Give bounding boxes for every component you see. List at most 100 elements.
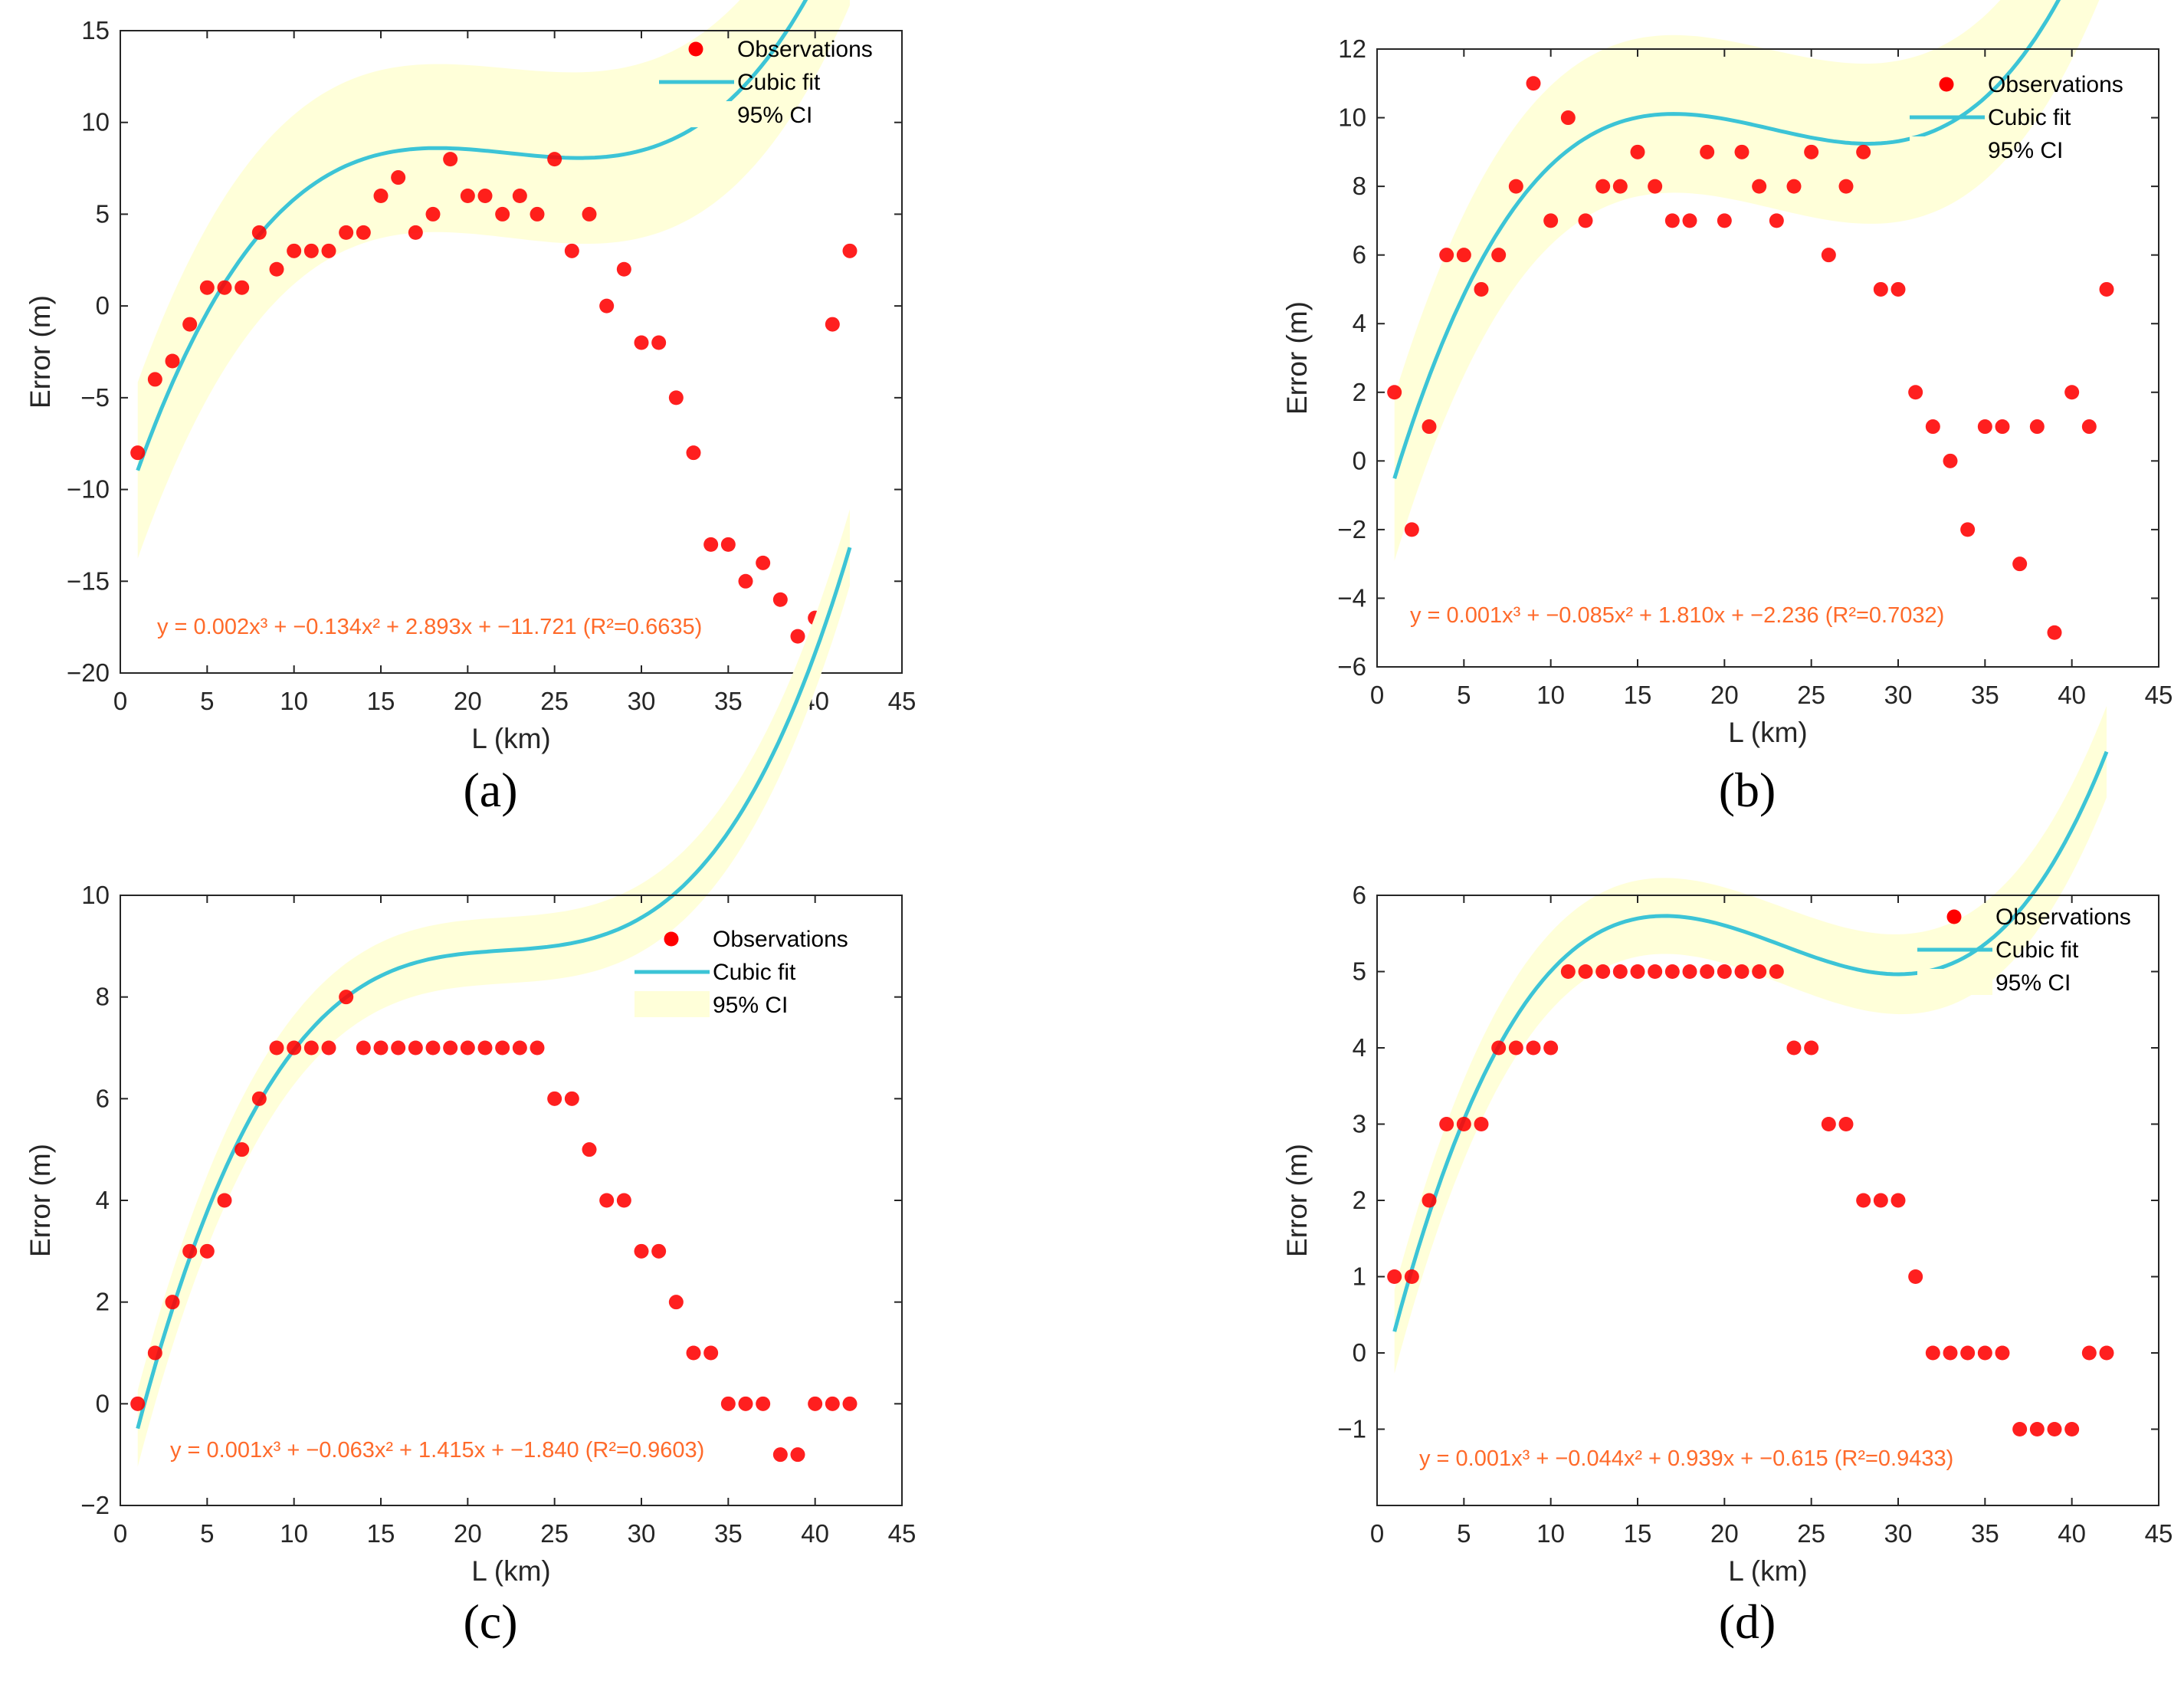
x-tick-label: 45: [888, 687, 917, 715]
observation-point: [269, 261, 284, 277]
observation-point: [130, 445, 146, 461]
observation-point: [477, 1040, 493, 1056]
observation-point: [825, 317, 840, 332]
observation-point: [512, 1040, 527, 1056]
y-tick-label: 6: [96, 1084, 110, 1112]
x-tick-label: 5: [200, 1519, 214, 1548]
observation-point: [199, 1243, 215, 1259]
observation-point: [1474, 1117, 1489, 1131]
observation-point: [373, 1040, 389, 1056]
observation-point: [1821, 1117, 1836, 1131]
observation-point: [321, 1040, 336, 1056]
observation-point: [182, 1243, 198, 1259]
observation-point: [1560, 110, 1576, 126]
observation-point: [1786, 1040, 1802, 1056]
observation-point: [495, 1040, 510, 1056]
observation-point: [2099, 281, 2114, 297]
observation-point: [1700, 964, 1715, 979]
observation-point: [1648, 179, 1663, 194]
y-axis-title: Error (m): [25, 295, 56, 409]
observation-point: [1717, 213, 1732, 228]
observation-point: [1925, 419, 1940, 435]
y-tick-label: 1: [1353, 1262, 1366, 1291]
legend: Observations Cubic fit 95% CI: [635, 927, 848, 1018]
y-tick-label: −2: [80, 1491, 110, 1519]
observation-point: [1908, 385, 1923, 400]
observation-point: [720, 1396, 736, 1411]
panel-label: (c): [463, 1594, 517, 1649]
y-axis-title: Error (m): [1281, 301, 1313, 415]
y-tick-label: 8: [96, 983, 110, 1011]
observation-point: [616, 1193, 631, 1208]
observation-point: [530, 1040, 545, 1056]
observation-point: [790, 1447, 805, 1463]
y-axis-title: Error (m): [25, 1144, 56, 1257]
observation-point: [443, 1040, 458, 1056]
observation-point: [1682, 964, 1697, 979]
x-tick-label: 20: [454, 687, 482, 715]
legend-observation-marker: [1946, 909, 1962, 924]
observation-point: [1786, 179, 1802, 194]
observation-point: [1977, 1345, 1992, 1361]
x-tick-label: 25: [540, 687, 569, 715]
observation-point: [1526, 1040, 1541, 1056]
x-tick-label: 45: [2145, 1519, 2173, 1548]
observation-point: [842, 243, 858, 258]
observation-point: [1595, 179, 1611, 194]
observation-point: [1404, 1269, 1419, 1284]
observation-point: [703, 1345, 719, 1361]
observation-point: [651, 1243, 667, 1259]
x-tick-label: 0: [1370, 681, 1384, 709]
observation-point: [460, 188, 475, 203]
observation-point: [1943, 453, 1958, 468]
observation-point: [582, 1142, 597, 1157]
legend-label-observations: Observations: [1988, 72, 2123, 97]
legend-label-ci: 95% CI: [1995, 970, 2071, 996]
y-tick-label: 0: [1353, 446, 1366, 474]
observation-point: [2047, 625, 2062, 640]
cubic-fit-line: [1392, 750, 2109, 1332]
observation-point: [1439, 248, 1454, 263]
observation-point: [408, 225, 423, 240]
x-tick-label: 0: [1370, 1519, 1384, 1548]
y-tick-label: 2: [1353, 378, 1366, 406]
observation-point: [199, 280, 215, 295]
y-tick-label: 0: [1353, 1338, 1366, 1367]
observation-point: [1648, 964, 1663, 979]
observation-point: [2012, 557, 2028, 572]
observation-point: [512, 188, 527, 203]
observation-point: [1856, 144, 1871, 159]
y-tick-label: −5: [80, 383, 110, 412]
panel-label: (d): [1719, 1594, 1776, 1649]
observation-point: [1960, 1345, 1976, 1361]
observation-point: [303, 243, 319, 258]
cubic-fit-line: [136, 547, 852, 1430]
x-tick-label: 0: [113, 687, 127, 715]
observation-point: [2081, 419, 2097, 435]
observation-point: [738, 1396, 753, 1411]
observation-point: [651, 335, 667, 350]
observation-point: [2064, 385, 2080, 400]
x-tick-label: 15: [1624, 1519, 1652, 1548]
x-tick-label: 15: [367, 1519, 395, 1548]
observation-point: [1474, 281, 1489, 297]
observation-point: [1821, 248, 1836, 263]
observation-point: [287, 243, 302, 258]
observation-point: [1422, 1193, 1437, 1208]
x-tick-label: 30: [628, 1519, 656, 1548]
x-tick-label: 20: [454, 1519, 482, 1548]
observation-point: [668, 1295, 684, 1310]
panel-label: (a): [463, 763, 517, 817]
observation-point: [373, 188, 389, 203]
observation-point: [616, 261, 631, 277]
observation-point: [1838, 1117, 1854, 1131]
x-axis-title: L (km): [471, 723, 550, 754]
observation-point: [1734, 964, 1749, 979]
observation-point: [2029, 1422, 2045, 1436]
observation-point: [1838, 179, 1854, 194]
observation-point: [1891, 281, 1906, 297]
observation-point: [165, 353, 180, 369]
observation-point: [1769, 213, 1784, 228]
